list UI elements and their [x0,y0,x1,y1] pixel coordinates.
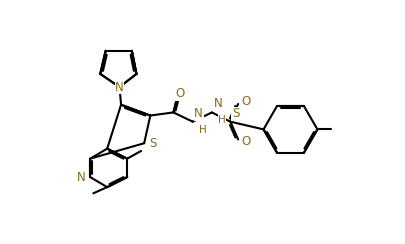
Text: N: N [77,171,85,184]
Text: H: H [217,115,225,125]
Text: S: S [231,107,239,120]
Text: S: S [149,137,157,150]
Text: N: N [194,107,202,120]
Text: O: O [241,135,250,148]
Text: O: O [241,95,250,108]
Text: H: H [198,125,206,135]
Text: N: N [213,97,222,110]
Text: N: N [115,81,124,93]
Text: O: O [175,87,185,101]
